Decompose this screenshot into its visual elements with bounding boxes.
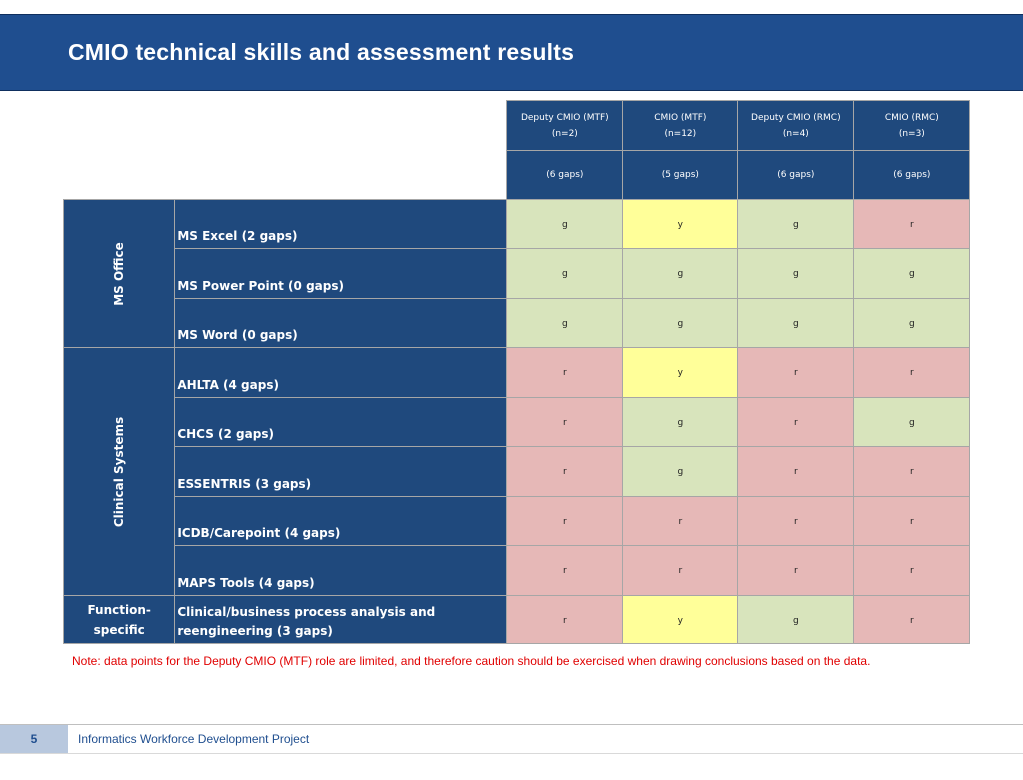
rating-cell: g <box>622 446 739 497</box>
rating-cell: r <box>622 545 739 596</box>
rating-cell: r <box>506 595 624 644</box>
rating-cell: g <box>506 298 624 348</box>
rating-cell: y <box>622 595 739 644</box>
footer-divider <box>0 724 1023 725</box>
column-role: Deputy CMIO (MTF) <box>520 112 609 123</box>
column-n: (n=4) <box>782 128 809 139</box>
column-n: (n=12) <box>664 128 697 139</box>
rating-cell: r <box>853 545 971 596</box>
rating-cell: r <box>622 496 739 546</box>
column-n: (n=2) <box>551 128 578 139</box>
rating-cell: r <box>737 496 855 546</box>
rating-cell: g <box>622 298 739 348</box>
rating-cell: g <box>737 595 855 644</box>
group-clinical-systems: Clinical Systems <box>62 347 176 596</box>
rating-cell: r <box>853 199 971 249</box>
rating-cell: r <box>506 446 624 497</box>
title-bar: CMIO technical skills and assessment res… <box>0 14 1023 91</box>
rating-cell: r <box>853 595 971 644</box>
page-number: 5 <box>0 725 68 753</box>
table-row: ESSENTRIS (3 gaps) r g r r <box>64 446 971 497</box>
rating-cell: r <box>506 347 624 398</box>
rating-cell: g <box>506 248 624 299</box>
footer-project-name: Informatics Workforce Development Projec… <box>78 732 310 746</box>
column-header-deputy-cmio-mtf: Deputy CMIO (MTF) (n=2) <box>506 100 624 151</box>
row-label: MS Excel (2 gaps) <box>174 199 508 249</box>
row-label: ESSENTRIS (3 gaps) <box>174 446 508 497</box>
column-gaps-cmio-mtf: (5 gaps) <box>622 150 739 200</box>
rating-cell: r <box>506 545 624 596</box>
row-label: CHCS (2 gaps) <box>174 397 508 447</box>
column-header-cmio-mtf: CMIO (MTF) (n=12) <box>622 100 739 151</box>
page-title: CMIO technical skills and assessment res… <box>68 39 575 65</box>
assessment-table: Deputy CMIO (MTF) (n=2) CMIO (MTF) (n=12… <box>62 100 971 644</box>
column-header-cmio-rmc: CMIO (RMC) (n=3) <box>853 100 971 151</box>
table-row: MS Word (0 gaps) g g g g <box>64 298 971 348</box>
table-row: MS Office MS Excel (2 gaps) g y g r <box>62 199 971 348</box>
footer-bottom-divider <box>0 753 1023 754</box>
table-row: CHCS (2 gaps) r g r g <box>64 397 971 447</box>
rating-cell: g <box>506 199 624 249</box>
table-row: ICDB/Carepoint (4 gaps) r r r r <box>64 496 971 546</box>
rating-cell: y <box>622 347 739 398</box>
column-gaps-deputy-cmio-mtf: (6 gaps) <box>506 150 624 200</box>
row-label: AHLTA (4 gaps) <box>174 347 508 398</box>
row-label: ICDB/Carepoint (4 gaps) <box>174 496 508 546</box>
rating-cell: g <box>853 248 971 299</box>
row-label: MS Power Point (0 gaps) <box>174 248 508 299</box>
rating-cell: r <box>737 347 855 398</box>
column-header-deputy-cmio-rmc: Deputy CMIO (RMC) (n=4) <box>737 100 855 151</box>
group-function-specific: Function-specific <box>62 595 176 644</box>
row-label: MAPS Tools (4 gaps) <box>174 545 508 596</box>
group-label: Clinical Systems <box>112 416 127 527</box>
rating-cell: r <box>737 545 855 596</box>
column-role: CMIO (MTF) <box>654 112 707 123</box>
blank-corner <box>63 100 507 200</box>
column-gaps-cmio-rmc: (6 gaps) <box>853 150 971 200</box>
rating-cell: r <box>853 446 971 497</box>
rating-cell: r <box>853 496 971 546</box>
column-n: (n=3) <box>898 128 925 139</box>
rating-cell: g <box>622 397 739 447</box>
rating-cell: r <box>853 347 971 398</box>
column-gaps-deputy-cmio-rmc: (6 gaps) <box>737 150 855 200</box>
table-row: MAPS Tools (4 gaps) r r r r <box>64 545 971 596</box>
column-role: Deputy CMIO (RMC) <box>751 112 841 123</box>
rating-cell: g <box>622 248 739 299</box>
rating-cell: g <box>853 298 971 348</box>
group-ms-office: MS Office <box>62 199 176 348</box>
rating-cell: r <box>506 397 624 447</box>
column-role: CMIO (RMC) <box>884 112 939 123</box>
group-label: MS Office <box>112 241 127 306</box>
row-label: Clinical/business process analysis and r… <box>174 595 508 644</box>
rating-cell: y <box>622 199 739 249</box>
table-row: Clinical Systems AHLTA (4 gaps) r y r r <box>62 347 971 596</box>
rating-cell: r <box>737 397 855 447</box>
rating-cell: g <box>737 199 855 249</box>
caution-note: Note: data points for the Deputy CMIO (M… <box>72 654 871 668</box>
rating-cell: r <box>506 496 624 546</box>
table-row: Function-specific Clinical/business proc… <box>62 595 971 644</box>
rating-cell: g <box>737 298 855 348</box>
rating-cell: g <box>853 397 971 447</box>
row-label: MS Word (0 gaps) <box>174 298 508 348</box>
rating-cell: r <box>737 446 855 497</box>
rating-cell: g <box>737 248 855 299</box>
table-row: MS Power Point (0 gaps) g g g g <box>64 248 971 299</box>
